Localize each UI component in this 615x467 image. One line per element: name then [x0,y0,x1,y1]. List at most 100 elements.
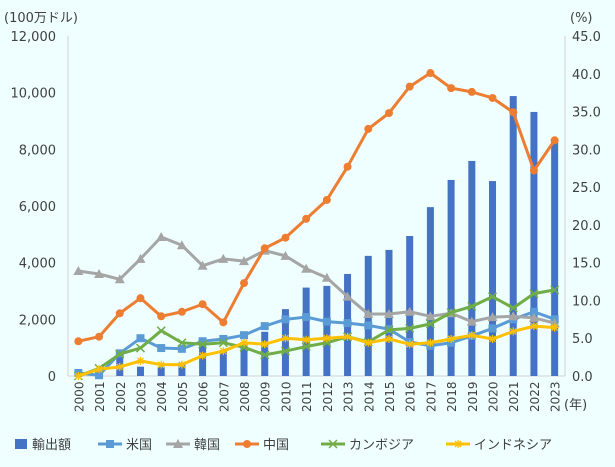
point-4-2018 [447,334,456,343]
point-4-2020 [488,334,497,343]
right-tick-label: 45.0 [572,30,601,45]
bar-export-2003 [136,366,144,376]
point-2-2011 [302,214,311,223]
point-2-2002 [115,309,124,318]
legend-marker [173,439,183,448]
point-0-2010 [281,315,290,324]
series-line-4 [77,324,555,378]
right-axis-label: (%) [570,11,593,26]
point-2-2023 [550,136,559,145]
x-tick-label: 2015 [383,381,397,412]
point-1-2007 [218,253,229,263]
legend-label: 中国 [263,438,289,453]
point-0-2022 [529,307,538,316]
point-4-2023 [550,323,559,332]
point-2-2019 [467,87,476,96]
series-2 [74,69,559,346]
point-1-2001 [94,269,105,278]
point-2-2013 [343,162,352,171]
point-2-2005 [177,307,186,316]
point-2-2018 [447,84,456,93]
right-tick-label: 10.0 [572,294,601,309]
point-1-2000 [73,265,84,275]
bar-export-2021 [509,96,517,377]
x-unit-label: (年) [564,398,587,413]
point-2-2007 [219,318,228,327]
point-2-2004 [157,312,166,321]
right-tick-label: 30.0 [572,143,601,158]
series-4 [74,322,559,380]
point-2-2014 [364,124,373,133]
point-4-2013 [343,332,352,341]
point-4-2004 [157,360,166,369]
point-0-2003 [136,334,145,343]
x-tick-label: 2023 [549,381,563,412]
point-2-2015 [384,109,393,118]
right-tick-label: 40.0 [572,68,601,83]
bar-export-2019 [468,160,476,376]
point-4-2015 [384,334,393,343]
bar-export-2017 [426,207,434,376]
legend-item-0: 輸出額 [15,438,71,453]
x-tick-label: 2001 [93,381,107,412]
point-2-2001 [95,332,104,341]
x-tick-label: 2002 [114,381,128,412]
bar-export-2022 [530,111,538,376]
right-tick-label: 25.0 [572,181,601,196]
point-1-2019 [466,316,477,326]
point-3-2002 [115,349,125,359]
point-3-2018 [446,308,456,318]
point-3-2006 [198,339,208,349]
point-3-2003 [135,343,146,353]
point-1-2005 [176,240,187,250]
point-4-2017 [426,338,435,347]
point-3-2020 [487,292,498,302]
x-tick-label: 2003 [134,381,148,412]
point-4-2016 [405,340,414,349]
point-4-2001 [95,365,104,374]
legend-swatch [15,439,27,449]
bar-export-2005 [178,362,186,376]
x-tick-label: 2013 [342,381,356,412]
left-tick-label: 10,000 [11,87,57,102]
right-tick-label: 0.0 [572,370,593,385]
point-0-2020 [488,324,497,333]
point-1-2010 [280,250,291,260]
point-1-2006 [197,260,208,270]
point-0-2005 [177,344,186,353]
x-tick-label: 2007 [217,381,231,412]
point-3-2004 [156,326,166,336]
legend-label: 韓国 [194,438,220,453]
bar-export-2011 [302,287,310,376]
x-tick-label: 2018 [445,381,459,412]
point-4-2000 [74,372,83,380]
point-1-2016 [404,306,415,316]
point-4-2022 [529,322,538,331]
point-2-2020 [488,93,497,102]
point-3-2015 [384,325,394,335]
point-4-2009 [260,340,269,349]
legend-marker [243,440,251,448]
point-1-2004 [156,231,167,241]
point-4-2011 [302,335,311,344]
point-1-2013 [342,291,353,301]
left-tick-label: 4,000 [19,257,56,272]
point-2-2021 [509,108,518,117]
point-0-2013 [343,319,352,328]
x-tick-label: 2016 [404,381,418,412]
x-tick-label: 2021 [507,381,521,412]
left-tick-label: 6,000 [19,200,56,215]
series-line-1 [78,235,556,325]
legend-marker [454,440,462,448]
x-tick-label: 2017 [424,381,438,412]
point-4-2014 [364,338,373,347]
x-tick-label: 2006 [197,381,211,412]
point-0-2012 [322,317,331,326]
point-4-2003 [136,356,145,365]
x-tick-label: 2009 [259,381,273,412]
point-0-2007 [219,334,228,343]
point-4-2006 [198,351,207,360]
series-1 [73,231,560,328]
point-1-2020 [487,312,498,322]
